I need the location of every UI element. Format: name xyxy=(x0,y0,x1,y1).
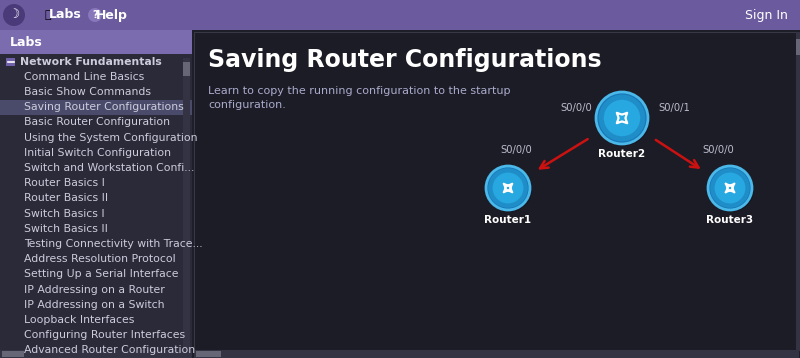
Text: Router Basics I: Router Basics I xyxy=(24,178,105,188)
Circle shape xyxy=(710,168,754,212)
Circle shape xyxy=(493,173,523,203)
Circle shape xyxy=(88,8,102,22)
FancyBboxPatch shape xyxy=(0,100,192,115)
Text: Address Resolution Protocol: Address Resolution Protocol xyxy=(24,254,176,264)
Text: Network Fundamentals: Network Fundamentals xyxy=(20,57,162,67)
Circle shape xyxy=(604,100,640,136)
FancyBboxPatch shape xyxy=(194,350,799,358)
Text: Labs: Labs xyxy=(10,35,42,48)
Text: Router2: Router2 xyxy=(598,149,646,159)
Text: ☽: ☽ xyxy=(8,9,20,21)
Text: Setting Up a Serial Interface: Setting Up a Serial Interface xyxy=(24,270,178,279)
Text: Command Line Basics: Command Line Basics xyxy=(24,72,144,82)
Circle shape xyxy=(708,166,752,210)
Circle shape xyxy=(710,168,750,208)
Circle shape xyxy=(3,4,25,26)
Text: Sign In: Sign In xyxy=(745,9,788,21)
Text: Help: Help xyxy=(96,9,128,21)
Circle shape xyxy=(714,173,746,203)
Text: S0/0/0: S0/0/0 xyxy=(560,103,592,113)
Circle shape xyxy=(488,168,528,208)
FancyBboxPatch shape xyxy=(194,32,799,350)
Text: Switch and Workstation Confi...: Switch and Workstation Confi... xyxy=(24,163,194,173)
FancyBboxPatch shape xyxy=(6,58,15,66)
Text: ?: ? xyxy=(92,10,98,20)
FancyBboxPatch shape xyxy=(796,39,800,55)
Circle shape xyxy=(596,92,648,144)
FancyBboxPatch shape xyxy=(796,32,800,350)
Text: S0/0/0: S0/0/0 xyxy=(702,145,734,155)
FancyBboxPatch shape xyxy=(0,350,192,358)
FancyBboxPatch shape xyxy=(0,30,192,358)
FancyBboxPatch shape xyxy=(2,351,24,357)
Text: Router Basics II: Router Basics II xyxy=(24,193,108,203)
Text: IP Addressing on a Switch: IP Addressing on a Switch xyxy=(24,300,165,310)
Text: Advanced Router Configuration...: Advanced Router Configuration... xyxy=(24,345,206,355)
Text: IP Addressing on a Router: IP Addressing on a Router xyxy=(24,285,165,295)
Circle shape xyxy=(598,95,646,141)
FancyBboxPatch shape xyxy=(183,62,190,76)
Circle shape xyxy=(598,94,650,146)
Text: Router3: Router3 xyxy=(706,215,754,225)
Text: Saving Router Configurations: Saving Router Configurations xyxy=(208,48,602,72)
Text: S0/0/0: S0/0/0 xyxy=(500,145,532,155)
Text: 🔬: 🔬 xyxy=(45,10,51,20)
FancyBboxPatch shape xyxy=(196,351,221,357)
Text: Basic Show Commands: Basic Show Commands xyxy=(24,87,151,97)
Text: Configuring Router Interfaces: Configuring Router Interfaces xyxy=(24,330,185,340)
Circle shape xyxy=(486,166,530,210)
Text: Router1: Router1 xyxy=(485,215,531,225)
Text: Switch Basics II: Switch Basics II xyxy=(24,224,108,234)
Text: Loopback Interfaces: Loopback Interfaces xyxy=(24,315,134,325)
Text: Learn to copy the running configuration to the startup
configuration.: Learn to copy the running configuration … xyxy=(208,86,510,110)
Text: Basic Router Configuration: Basic Router Configuration xyxy=(24,117,170,127)
Text: Switch Basics I: Switch Basics I xyxy=(24,209,105,219)
Text: Testing Connectivity with Trace...: Testing Connectivity with Trace... xyxy=(24,239,202,249)
Text: Initial Switch Configuration: Initial Switch Configuration xyxy=(24,148,171,158)
Text: S0/0/1: S0/0/1 xyxy=(658,103,690,113)
FancyBboxPatch shape xyxy=(0,0,800,30)
Text: Labs: Labs xyxy=(49,9,82,21)
Text: Saving Router Configurations: Saving Router Configurations xyxy=(24,102,184,112)
Circle shape xyxy=(488,168,532,212)
Text: Using the System Configuration: Using the System Configuration xyxy=(24,132,198,142)
FancyBboxPatch shape xyxy=(0,30,192,54)
FancyBboxPatch shape xyxy=(183,58,190,350)
